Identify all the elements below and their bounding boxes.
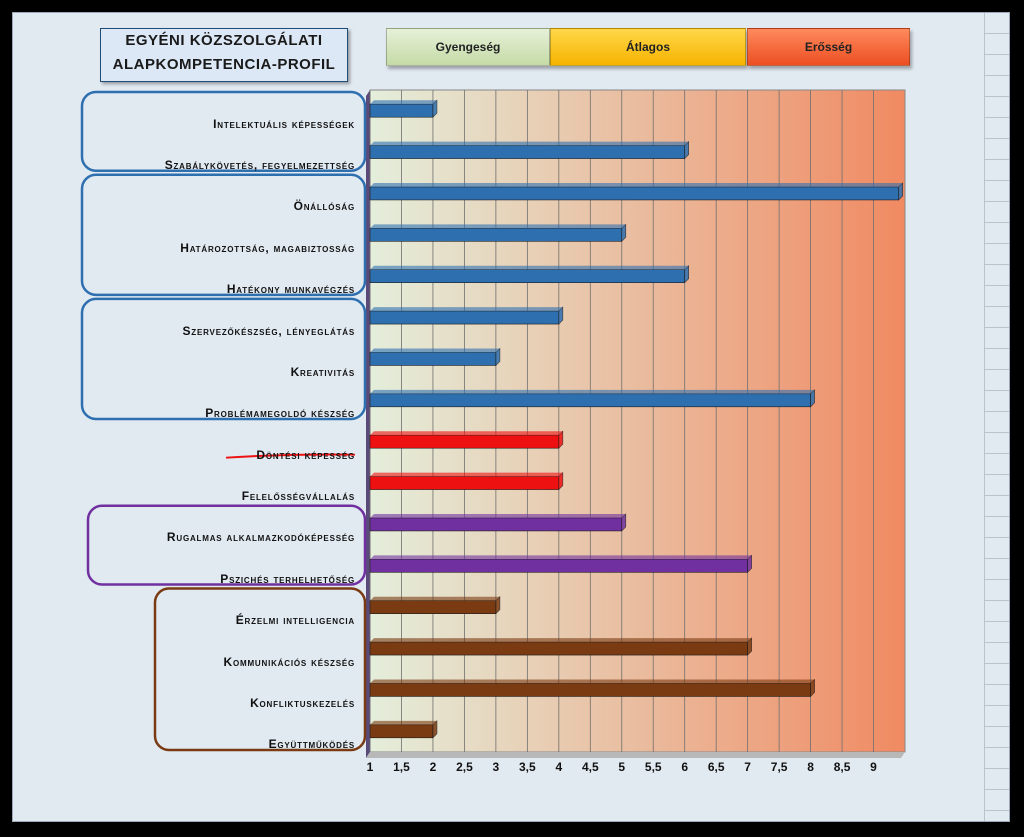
x-tick-label: 7,5 xyxy=(770,760,788,774)
bar xyxy=(369,517,623,532)
chart-title-line-1: EGYÉNI KÖZSZOLGÁLATI xyxy=(125,32,323,49)
bar xyxy=(369,476,560,490)
bar xyxy=(369,228,623,242)
category-label: Önállóság xyxy=(293,199,355,214)
bar-top-face xyxy=(370,472,563,477)
x-tick-label: 9 xyxy=(870,760,877,774)
bar xyxy=(369,352,497,366)
category-label: Döntési képesség xyxy=(256,447,355,462)
bar-end-cap xyxy=(898,182,904,201)
x-tick-label: 4,5 xyxy=(581,760,599,774)
x-tick-label: 4 xyxy=(555,760,563,774)
plot-floor xyxy=(366,752,905,758)
bar-end-cap xyxy=(558,306,564,325)
spreadsheet-gridlines xyxy=(984,13,1009,821)
x-tick-label: 2,5 xyxy=(456,760,473,774)
category-label: Hatékony munkavégzés xyxy=(226,282,355,297)
category-label: Pszichés terhelhetőség xyxy=(220,571,355,586)
category-label: Érzelmi intelligencia xyxy=(235,613,355,628)
bar-end-cap xyxy=(684,264,690,284)
bar-top-face xyxy=(370,720,437,725)
zone-header-1: Gyengeség xyxy=(386,28,550,66)
zone-header-2: Átlagos xyxy=(550,28,746,66)
category-label: Szervezőkészség, lényeglátás xyxy=(182,323,355,338)
category-label: Konfliktuskezelés xyxy=(250,695,355,710)
x-tick-label: 8,5 xyxy=(833,760,851,774)
bar xyxy=(369,641,748,656)
bar xyxy=(369,600,497,614)
bar-top-face xyxy=(370,389,815,394)
bar xyxy=(369,393,811,408)
x-tick-label: 8 xyxy=(807,760,814,774)
category-label: Kreativitás xyxy=(290,364,355,379)
chart-title: EGYÉNI KÖZSZOLGÁLATI ALAPKOMPETENCIA-PRO… xyxy=(100,28,348,82)
x-tick-label: 3,5 xyxy=(519,760,536,774)
category-label: Kommunikációs készség xyxy=(223,654,355,669)
bar xyxy=(369,269,686,283)
x-tick-label: 3 xyxy=(492,760,500,774)
bar-top-face xyxy=(370,679,815,684)
bar xyxy=(369,559,748,573)
bar xyxy=(369,310,560,325)
bar-top-face xyxy=(370,265,689,270)
bar-end-cap xyxy=(558,471,564,491)
bar xyxy=(369,186,900,201)
bar-end-cap xyxy=(684,140,690,160)
x-tick-label: 5,5 xyxy=(644,760,662,774)
x-tick-label: 7 xyxy=(744,760,751,774)
bar-top-face xyxy=(370,431,563,436)
category-group-outline xyxy=(80,297,367,421)
bar xyxy=(369,434,560,449)
x-tick-label: 6,5 xyxy=(707,760,725,774)
bar-top-face xyxy=(370,348,500,353)
x-tick-label: 5 xyxy=(618,760,626,774)
category-label: Határozottság, magabiztosság xyxy=(180,240,355,255)
category-label: Intelektuális képességek xyxy=(213,116,355,131)
bar-top-face xyxy=(370,513,626,518)
bar xyxy=(369,724,434,739)
bar-top-face xyxy=(370,307,563,312)
category-label: Együttműködés xyxy=(268,737,355,752)
chart-title-line-2: ALAPKOMPETENCIA-PROFIL xyxy=(112,56,336,73)
zone-header-3: Erősség xyxy=(747,28,910,66)
bar-top-face xyxy=(370,638,752,643)
bar xyxy=(369,683,811,697)
plot-side-wall xyxy=(366,90,370,758)
bar-end-cap xyxy=(621,223,627,243)
x-tick-label: 1 xyxy=(366,760,374,774)
category-group-outline xyxy=(153,587,367,752)
bar-top-face xyxy=(370,141,689,146)
category-group-outline xyxy=(86,504,367,586)
bar xyxy=(369,145,686,159)
x-tick-label: 6 xyxy=(681,760,689,774)
bar-top-face xyxy=(370,100,437,105)
bar-top-face xyxy=(370,555,752,560)
x-tick-label: 2 xyxy=(429,760,437,774)
bar-end-cap xyxy=(810,389,815,408)
bar-top-face xyxy=(370,224,626,229)
bar xyxy=(369,103,434,118)
bar-top-face xyxy=(370,596,500,601)
category-label: Szabálykövetés, fegyelmezettség xyxy=(164,158,355,173)
category-label: Felelősségvállalás xyxy=(241,489,355,504)
x-tick-label: 1,5 xyxy=(393,760,410,774)
bar-top-face xyxy=(370,182,903,187)
category-group-outline xyxy=(80,90,367,172)
category-group-outline xyxy=(80,173,367,297)
category-underline xyxy=(225,453,356,459)
bar-end-cap xyxy=(558,430,564,449)
category-label: Rugalmas alkalmazkodóképesség xyxy=(166,530,355,545)
category-label: Problémamegoldó készség xyxy=(205,406,355,421)
